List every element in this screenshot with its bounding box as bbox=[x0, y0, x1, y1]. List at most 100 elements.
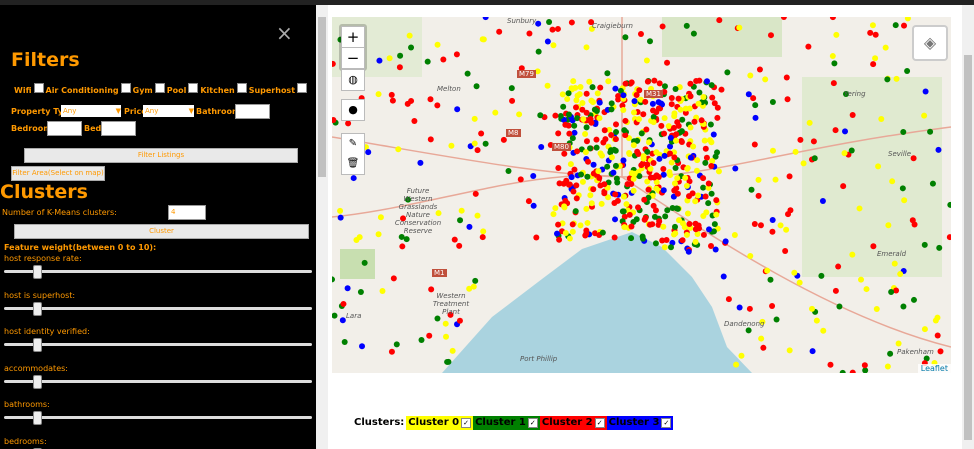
listing-marker[interactable] bbox=[921, 112, 928, 119]
listing-marker[interactable] bbox=[601, 181, 608, 188]
property-select[interactable]: Any ▼ bbox=[61, 105, 121, 117]
listing-marker[interactable] bbox=[702, 145, 709, 152]
listing-marker[interactable] bbox=[921, 326, 928, 333]
listing-marker[interactable] bbox=[628, 181, 635, 188]
listing-marker[interactable] bbox=[398, 233, 405, 240]
listing-marker[interactable] bbox=[773, 316, 780, 323]
listing-marker[interactable] bbox=[595, 168, 602, 175]
listing-marker[interactable] bbox=[755, 176, 762, 183]
listing-marker[interactable] bbox=[849, 251, 856, 258]
listing-marker[interactable] bbox=[568, 174, 575, 181]
listing-marker[interactable] bbox=[702, 193, 709, 200]
listing-marker[interactable] bbox=[936, 244, 943, 251]
listing-marker[interactable] bbox=[668, 159, 675, 166]
listing-marker[interactable] bbox=[709, 157, 716, 164]
listing-marker[interactable] bbox=[530, 202, 537, 209]
listing-marker[interactable] bbox=[587, 192, 594, 199]
listing-marker[interactable] bbox=[946, 234, 951, 241]
listing-marker[interactable] bbox=[891, 260, 898, 267]
listing-marker[interactable] bbox=[605, 194, 612, 201]
listing-marker[interactable] bbox=[588, 200, 595, 207]
listing-marker[interactable] bbox=[748, 186, 755, 193]
listing-marker[interactable] bbox=[344, 285, 351, 292]
listing-marker[interactable] bbox=[332, 117, 337, 124]
listing-marker[interactable] bbox=[611, 234, 618, 241]
listing-marker[interactable] bbox=[582, 130, 589, 137]
listing-marker[interactable] bbox=[751, 221, 758, 228]
listing-marker[interactable] bbox=[645, 186, 652, 193]
listing-marker[interactable] bbox=[873, 305, 880, 312]
listing-marker[interactable] bbox=[811, 155, 818, 162]
listing-marker[interactable] bbox=[653, 185, 660, 192]
listing-marker[interactable] bbox=[791, 269, 798, 276]
listing-marker[interactable] bbox=[646, 221, 653, 228]
listing-marker[interactable] bbox=[709, 94, 716, 101]
listing-marker[interactable] bbox=[762, 76, 769, 83]
listing-marker[interactable] bbox=[584, 219, 591, 226]
listing-marker[interactable] bbox=[647, 165, 654, 172]
checkbox[interactable] bbox=[154, 82, 165, 93]
listing-marker[interactable] bbox=[593, 136, 600, 143]
listing-marker[interactable] bbox=[332, 60, 336, 67]
listing-marker[interactable] bbox=[340, 300, 347, 307]
listing-marker[interactable] bbox=[636, 87, 643, 94]
listing-marker[interactable] bbox=[456, 317, 463, 324]
listing-marker[interactable] bbox=[780, 17, 787, 21]
listing-marker[interactable] bbox=[601, 127, 608, 134]
slider-track[interactable] bbox=[4, 416, 312, 420]
listing-marker[interactable] bbox=[449, 347, 456, 354]
listing-marker[interactable] bbox=[769, 147, 776, 154]
listing-marker[interactable] bbox=[562, 197, 569, 204]
listing-marker[interactable] bbox=[628, 223, 635, 230]
listing-marker[interactable] bbox=[345, 120, 352, 127]
listing-marker[interactable] bbox=[644, 178, 651, 185]
bathrooms-input[interactable] bbox=[235, 104, 270, 119]
listing-marker[interactable] bbox=[708, 242, 715, 249]
listing-marker[interactable] bbox=[722, 238, 729, 245]
listing-marker[interactable] bbox=[537, 112, 544, 119]
listing-marker[interactable] bbox=[667, 143, 674, 150]
listing-marker[interactable] bbox=[435, 210, 442, 217]
listing-marker[interactable] bbox=[612, 216, 619, 223]
kmeans-input[interactable]: 4 bbox=[168, 205, 206, 220]
listing-marker[interactable] bbox=[752, 114, 759, 121]
listing-marker[interactable] bbox=[626, 211, 633, 218]
listing-marker[interactable] bbox=[683, 231, 690, 238]
listing-marker[interactable] bbox=[598, 200, 605, 207]
listing-marker[interactable] bbox=[428, 286, 435, 293]
listing-marker[interactable] bbox=[842, 91, 849, 98]
listing-marker[interactable] bbox=[434, 41, 441, 48]
listing-marker[interactable] bbox=[686, 221, 693, 228]
listing-marker[interactable] bbox=[661, 152, 668, 159]
listing-marker[interactable] bbox=[934, 332, 941, 339]
listing-marker[interactable] bbox=[578, 171, 585, 178]
listing-marker[interactable] bbox=[574, 92, 581, 99]
listing-marker[interactable] bbox=[569, 221, 576, 228]
listing-marker[interactable] bbox=[417, 159, 424, 166]
listing-marker[interactable] bbox=[583, 44, 590, 51]
checkbox[interactable] bbox=[188, 82, 199, 93]
listing-marker[interactable] bbox=[910, 296, 917, 303]
listing-marker[interactable] bbox=[393, 341, 400, 348]
listing-marker[interactable] bbox=[434, 315, 441, 322]
listing-marker[interactable] bbox=[882, 44, 889, 51]
listing-marker[interactable] bbox=[466, 223, 473, 230]
listing-marker[interactable] bbox=[434, 102, 441, 109]
listing-marker[interactable] bbox=[691, 118, 698, 125]
listing-marker[interactable] bbox=[667, 134, 674, 141]
listing-marker[interactable] bbox=[614, 179, 621, 186]
listing-marker[interactable] bbox=[642, 214, 649, 221]
listing-marker[interactable] bbox=[685, 248, 692, 255]
listing-marker[interactable] bbox=[769, 99, 776, 106]
locate-button[interactable]: ◍ bbox=[341, 69, 365, 91]
listing-marker[interactable] bbox=[640, 155, 647, 162]
listing-marker[interactable] bbox=[570, 78, 577, 85]
listing-marker[interactable] bbox=[714, 114, 721, 121]
listing-marker[interactable] bbox=[695, 100, 702, 107]
checkbox[interactable] bbox=[120, 82, 131, 93]
listing-marker[interactable] bbox=[530, 172, 537, 179]
listing-marker[interactable] bbox=[596, 174, 603, 181]
listing-marker[interactable] bbox=[832, 127, 839, 134]
listing-marker[interactable] bbox=[337, 207, 344, 214]
checkbox[interactable] bbox=[236, 82, 247, 93]
